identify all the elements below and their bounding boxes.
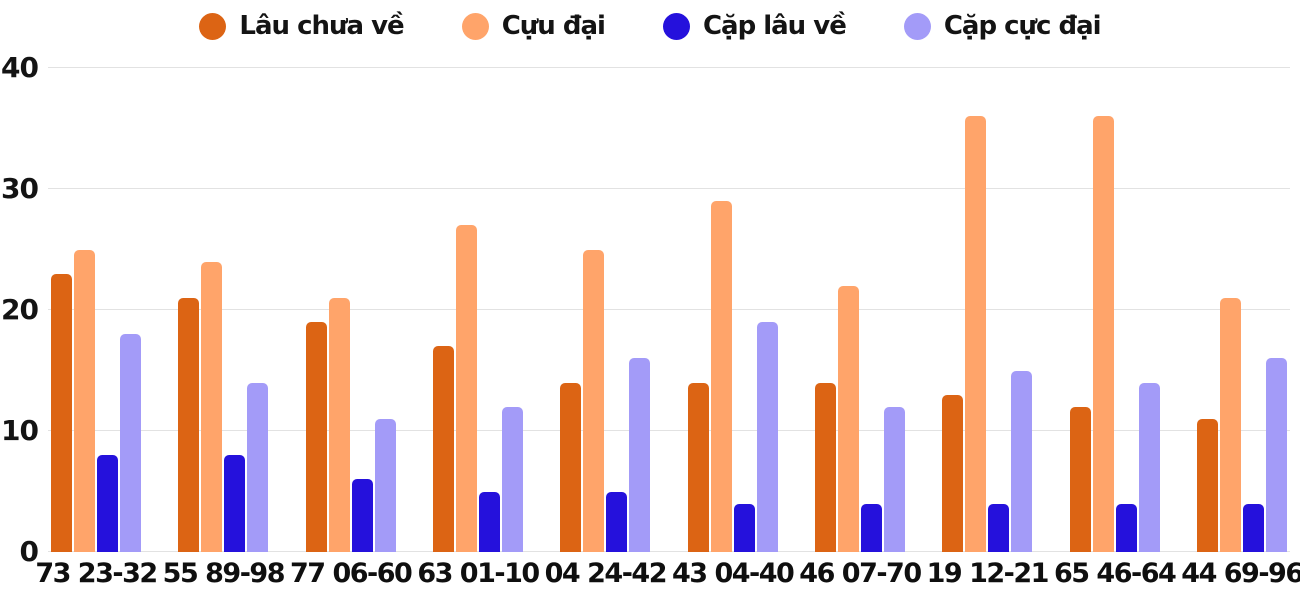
bar-4 (1138, 382, 1160, 552)
legend-item: Cặp cực đại (903, 11, 1102, 41)
legend-swatch-icon (199, 12, 227, 40)
bar-2 (710, 201, 732, 552)
chart-area: 0 10 20 30 40 73 23-32 55 89-98 77 06-60 63 01-… (0, 54, 1300, 588)
legend-swatch-icon (662, 12, 690, 40)
bar-4 (374, 418, 396, 552)
bar-2 (328, 297, 350, 552)
legend-swatch-icon (461, 12, 489, 40)
legend-item: Lâu chưa về (199, 11, 405, 41)
bar-4 (1011, 370, 1033, 552)
bar-1 (432, 346, 454, 552)
bar-3 (351, 479, 373, 552)
bar-1 (814, 382, 836, 552)
x-axis-label: 63 01-10 (417, 558, 540, 589)
bar-1 (560, 382, 582, 552)
bar-group: 55 89-98 (163, 68, 285, 587)
bar-3 (1242, 503, 1264, 552)
legend-item: Cặp lâu về (662, 11, 847, 41)
x-axis-label: 55 89-98 (162, 558, 286, 589)
bar-1 (305, 322, 327, 552)
bar-2 (965, 116, 987, 552)
bar-2 (201, 261, 223, 552)
chart-legend: Lâu chưa về Cựu đại Cặp lâu về Cặp cực đại (0, 0, 1300, 48)
x-axis-label: 65 46-64 (1053, 558, 1177, 589)
x-axis-label: 04 24-42 (544, 558, 668, 589)
bar-group: 43 04-40 (672, 68, 795, 587)
bar-group: 19 12-21 (927, 68, 1049, 587)
bar-3 (860, 503, 882, 552)
x-axis-label: 43 04-40 (671, 558, 795, 589)
y-tick-label: 40 (1, 51, 39, 84)
bar-4 (247, 382, 269, 552)
y-tick-label: 30 (1, 172, 39, 205)
bar-3 (988, 503, 1010, 552)
x-axis-label: 46 07-70 (799, 558, 922, 589)
bar-group: 77 06-60 (290, 68, 413, 587)
bar-4 (756, 322, 778, 552)
y-tick-label: 10 (1, 414, 39, 447)
bar-3 (606, 491, 628, 552)
bar-2 (455, 225, 477, 552)
bar-2 (583, 249, 605, 552)
bar-1 (178, 297, 200, 552)
bar-4 (120, 334, 141, 552)
bar-group: 46 07-70 (799, 68, 922, 587)
bar-group: 65 46-64 (1054, 68, 1177, 587)
x-axis-label: 73 23-32 (35, 558, 158, 589)
bar-group: 04 24-42 (545, 68, 667, 587)
bar-3 (97, 455, 118, 552)
bar-1 (687, 382, 709, 552)
gridline (48, 309, 1290, 310)
legend-label: Lâu chưa về (239, 11, 404, 41)
bar-2 (74, 249, 95, 552)
y-axis: 0 10 20 30 40 (0, 54, 39, 566)
gridline (48, 67, 1290, 68)
bar-1 (1069, 406, 1091, 552)
gridline (48, 188, 1290, 189)
gridline (48, 430, 1290, 431)
x-axis-label: 44 69-96 (1181, 558, 1300, 589)
bar-1 (942, 394, 964, 552)
legend-label: Cặp lâu về (702, 11, 847, 41)
legend-swatch-icon (903, 12, 931, 40)
bar-4 (629, 358, 651, 552)
bar-2 (837, 285, 859, 552)
bar-3 (224, 455, 246, 552)
bar-1 (51, 273, 72, 552)
bar-groups: 73 23-32 55 89-98 77 06-60 63 01-10 04 24-42… (35, 68, 1300, 587)
x-axis-label: 19 12-21 (926, 558, 1050, 589)
bar-4 (883, 406, 905, 552)
bar-4 (1265, 358, 1287, 552)
bar-group: 44 69-96 (1181, 68, 1300, 587)
bar-group: 73 23-32 (35, 68, 158, 587)
bar-3 (478, 491, 500, 552)
y-tick-label: 0 (19, 535, 40, 568)
legend-label: Cặp cực đại (943, 11, 1102, 41)
bar-2 (1219, 297, 1241, 552)
y-tick-label: 20 (1, 293, 39, 326)
legend-label: Cựu đại (501, 11, 606, 41)
bar-4 (501, 406, 523, 552)
plot-area: 73 23-32 55 89-98 77 06-60 63 01-10 04 24-42… (35, 67, 1300, 587)
bar-group: 63 01-10 (417, 68, 540, 587)
x-axis-label: 77 06-60 (289, 558, 413, 589)
legend-item: Cựu đại (461, 11, 606, 41)
bar-3 (1115, 503, 1137, 552)
bar-1 (1196, 418, 1218, 552)
bar-2 (1092, 116, 1114, 552)
bar-3 (733, 503, 755, 552)
gridline (48, 551, 1290, 552)
